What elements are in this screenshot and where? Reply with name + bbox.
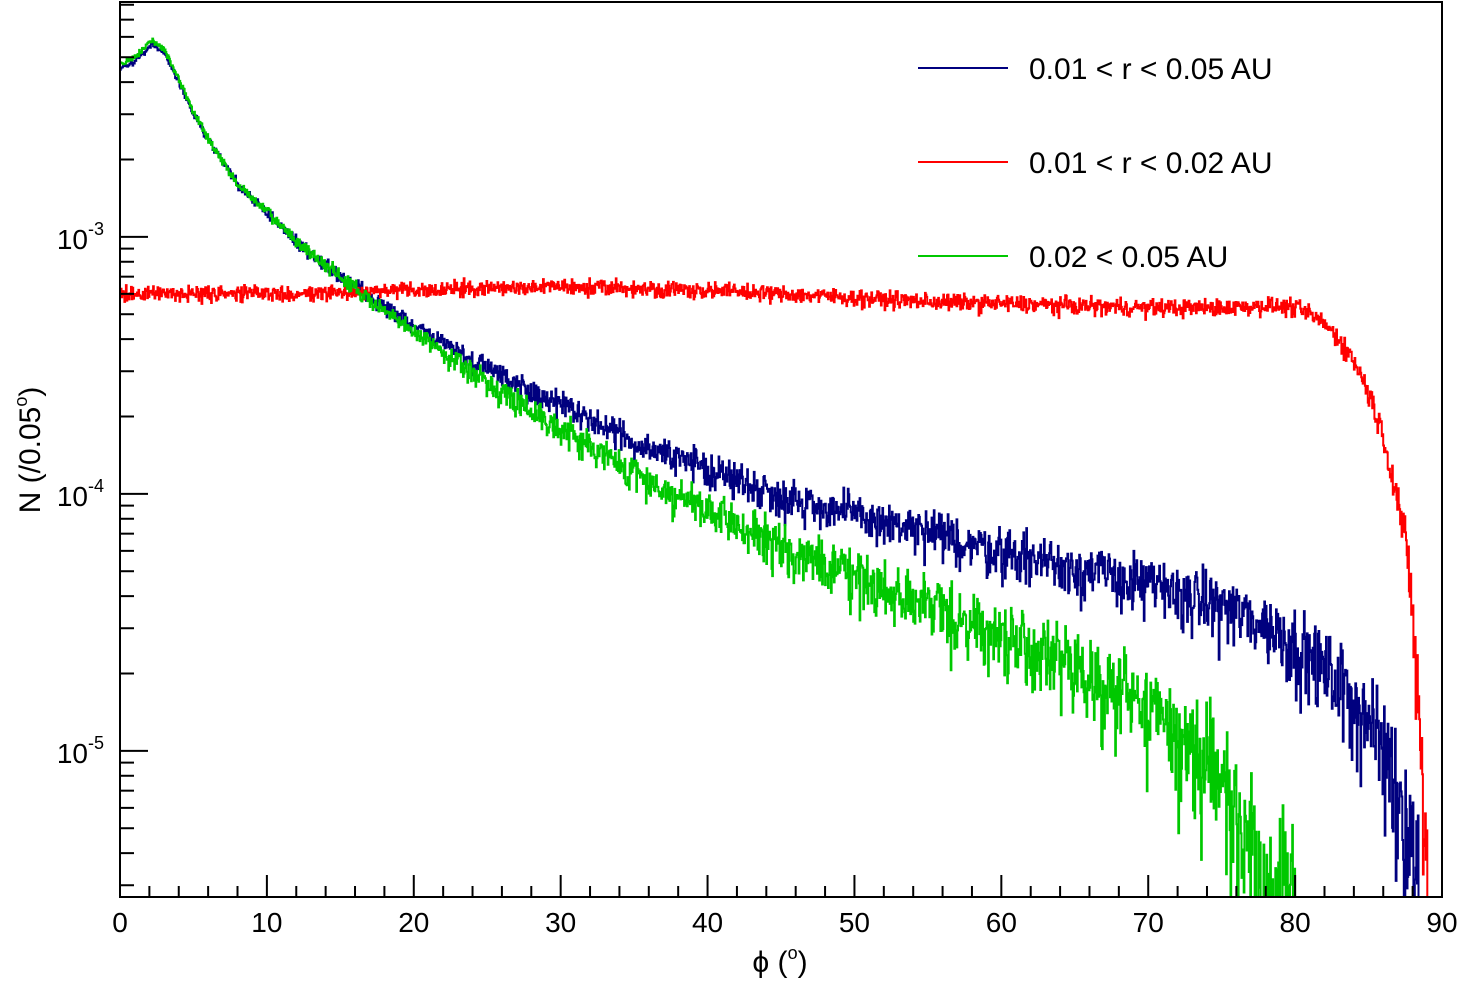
legend-label-1: 0.01 < r < 0.05 AU	[1029, 53, 1273, 86]
y-axis-title-main: N (/0.05	[14, 407, 47, 514]
y-tick-label: 10-4	[57, 476, 104, 512]
x-tick-label: 80	[1280, 907, 1311, 938]
x-tick-label: 50	[839, 907, 870, 938]
y-tick-label-base: 10	[57, 224, 88, 255]
x-axis-title-main: ϕ (	[752, 946, 787, 979]
y-tick-label-exp: -5	[88, 733, 104, 753]
x-tick-label: 0	[112, 907, 128, 938]
x-tick-label: 40	[692, 907, 723, 938]
y-axis-title-end: )	[14, 387, 47, 397]
plot-frame	[119, 1, 1443, 898]
x-tick-labels: 0 10 20 30 40 50 60 70 80 90	[112, 907, 1457, 938]
x-tick-label: 10	[251, 907, 282, 938]
x-axis-title: ϕ (o)	[752, 943, 807, 979]
x-axis-title-end: )	[798, 946, 808, 979]
series-layer	[119, 37, 1429, 898]
y-axis-title-sup: o	[11, 397, 31, 407]
ticks-layer	[119, 3, 1443, 897]
y-tick-label-exp: -3	[88, 219, 104, 239]
legend-label-2: 0.01 < r < 0.02 AU	[1029, 147, 1273, 180]
legend: 0.01 < r < 0.05 AU 0.01 < r < 0.02 AU 0.02…	[918, 53, 1273, 274]
y-axis-title: N (/0.05o)	[11, 387, 47, 514]
y-tick-label-base: 10	[57, 738, 88, 769]
x-tick-label: 30	[545, 907, 576, 938]
y-tick-label: 10-5	[57, 733, 104, 769]
y-tick-label: 10-3	[57, 219, 104, 255]
x-tick-label: 60	[986, 907, 1017, 938]
x-tick-label: 20	[398, 907, 429, 938]
series-line-3	[119, 37, 1297, 898]
legend-label-3: 0.02 < 0.05 AU	[1029, 241, 1228, 274]
x-tick-label: 70	[1133, 907, 1164, 938]
y-tick-labels: 10-310-410-5	[57, 219, 104, 769]
y-tick-label-base: 10	[57, 481, 88, 512]
series-line-2	[119, 277, 1429, 897]
x-tick-label: 90	[1426, 907, 1457, 938]
y-tick-label-exp: -4	[88, 476, 104, 496]
x-axis-title-sup: o	[788, 943, 798, 963]
